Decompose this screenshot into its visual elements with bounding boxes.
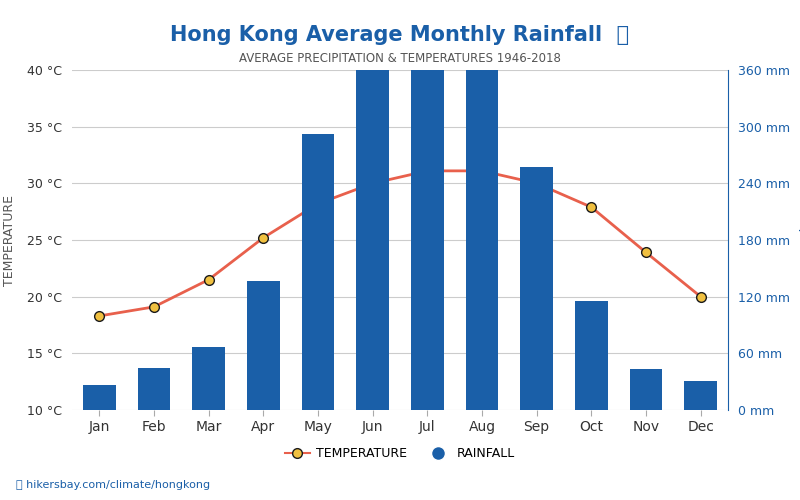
Bar [83, 386, 116, 410]
Bar [466, 64, 498, 410]
Text: Hong Kong Average Monthly Rainfall  🌧: Hong Kong Average Monthly Rainfall 🌧 [170, 25, 630, 45]
Bar [192, 346, 225, 410]
Bar [630, 370, 662, 410]
Bar [247, 280, 280, 410]
Bar [302, 134, 334, 410]
Y-axis label: Precipitation: Precipitation [797, 196, 800, 284]
Bar [684, 380, 717, 410]
Bar [138, 368, 170, 410]
Bar [575, 302, 608, 410]
Bar [520, 168, 553, 410]
Y-axis label: TEMPERATURE: TEMPERATURE [3, 194, 16, 286]
Text: 📍 hikersbay.com/climate/hongkong: 📍 hikersbay.com/climate/hongkong [16, 480, 210, 490]
Legend: TEMPERATURE, RAINFALL: TEMPERATURE, RAINFALL [280, 442, 520, 465]
Text: AVERAGE PRECIPITATION & TEMPERATURES 1946-2018: AVERAGE PRECIPITATION & TEMPERATURES 194… [239, 52, 561, 66]
Bar [411, 50, 444, 410]
Bar [356, 38, 389, 410]
